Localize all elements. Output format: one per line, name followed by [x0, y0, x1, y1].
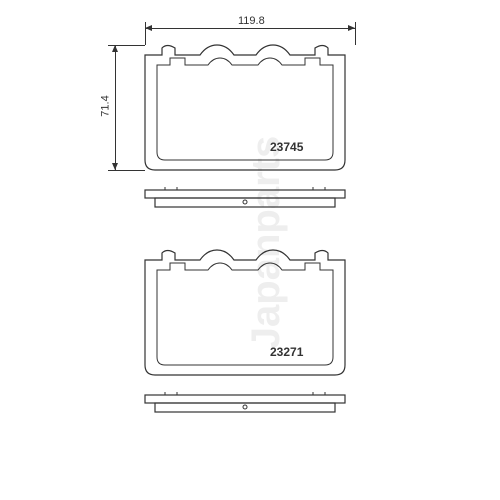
bottom-pad-face [135, 245, 365, 385]
dim-width-text: 119.8 [238, 15, 265, 27]
bottom-pad-edge [135, 390, 365, 420]
top-pad-face [135, 40, 365, 180]
top-pad-edge [135, 185, 365, 215]
top-pad-label: 23745 [270, 140, 303, 154]
dim-width-line [145, 28, 355, 29]
dim-height-line [115, 45, 116, 170]
dim-width-arrow-r [348, 25, 355, 31]
technical-drawing: Japanparts 119.8 71.4 23745 23271 [0, 0, 500, 500]
dim-height-arrow-d [112, 163, 118, 170]
dim-height-text: 71.4 [100, 95, 112, 116]
dim-width-arrow-l [145, 25, 152, 31]
bottom-pad-label: 23271 [270, 345, 303, 359]
dim-height-arrow-u [112, 45, 118, 52]
